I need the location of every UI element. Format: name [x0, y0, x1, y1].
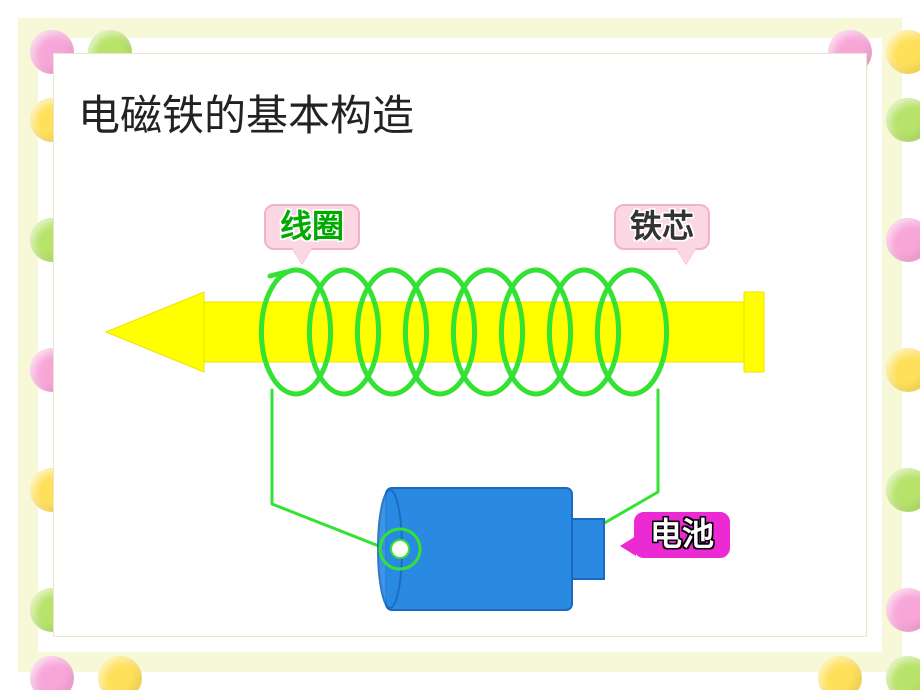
callout-coil-tail [292, 248, 312, 264]
diagram-svg [54, 174, 902, 674]
slide: 电磁铁的基本构造 线圈 铁芯 电池 [54, 54, 866, 636]
callout-core: 铁芯 [614, 204, 710, 250]
callout-battery-tail [620, 536, 636, 556]
callout-core-label: 铁芯 [630, 208, 694, 244]
callout-battery-label: 电池 [650, 516, 714, 552]
callout-battery: 电池 [634, 512, 730, 558]
callout-coil-label: 线圈 [280, 208, 344, 244]
electromagnet-diagram: 线圈 铁芯 电池 [54, 174, 866, 636]
page-title: 电磁铁的基本构造 [78, 82, 414, 143]
callout-coil: 线圈 [264, 204, 360, 250]
page: 电磁铁的基本构造 线圈 铁芯 电池 [0, 0, 920, 690]
callout-core-tail [676, 248, 696, 264]
